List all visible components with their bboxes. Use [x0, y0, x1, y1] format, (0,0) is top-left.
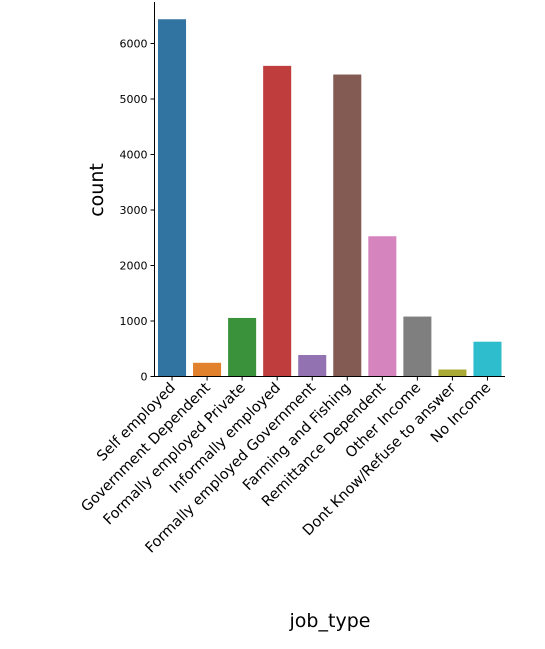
bar-dont-know-refuse-to-answer: [438, 369, 467, 377]
y-axis-label: count: [86, 163, 108, 217]
bar-informally-employed: [263, 65, 292, 377]
bar-remittance-dependent: [368, 236, 397, 377]
bar-government-dependent: [193, 362, 222, 377]
y-tick-label: 0: [141, 371, 148, 384]
bar-self-employed: [158, 19, 187, 377]
bar-formally-employed-private: [228, 317, 257, 377]
y-tick-label: 4000: [120, 149, 148, 162]
y-tick-label: 1000: [120, 315, 148, 328]
bar-formally-employed-government: [298, 355, 327, 377]
y-tick-label: 2000: [120, 260, 148, 273]
x-tick-label: Formally employed Private: [101, 380, 249, 528]
x-axis-label: job_type: [289, 610, 371, 632]
bar-farming-and-fishing: [333, 74, 362, 377]
y-ticks-group: 0 1000 2000 3000 4000 5000 6000: [120, 38, 155, 384]
y-tick-label: 5000: [120, 93, 148, 106]
y-tick-label: 6000: [120, 38, 148, 51]
bar-no-income: [473, 341, 502, 377]
bars-group: [158, 19, 502, 377]
bar-other-income: [403, 316, 432, 377]
y-tick-label: 3000: [120, 204, 148, 217]
